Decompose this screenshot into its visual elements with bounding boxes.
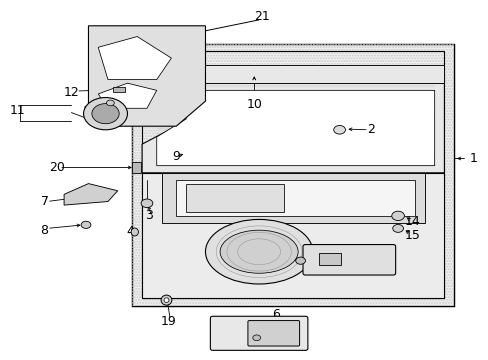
Circle shape bbox=[392, 225, 403, 232]
Text: 17: 17 bbox=[258, 251, 274, 264]
Circle shape bbox=[83, 98, 127, 130]
Circle shape bbox=[141, 199, 153, 208]
Bar bbox=[132, 162, 141, 173]
Polygon shape bbox=[185, 65, 444, 83]
FancyBboxPatch shape bbox=[319, 253, 340, 265]
Text: 2: 2 bbox=[366, 123, 374, 136]
Text: 16: 16 bbox=[375, 261, 390, 274]
Polygon shape bbox=[98, 83, 157, 108]
Circle shape bbox=[92, 104, 119, 124]
Ellipse shape bbox=[205, 220, 312, 284]
Text: 3: 3 bbox=[145, 210, 153, 222]
Polygon shape bbox=[132, 44, 453, 306]
Text: 7: 7 bbox=[41, 195, 48, 208]
Text: 6: 6 bbox=[272, 308, 280, 321]
Text: 19: 19 bbox=[161, 315, 177, 328]
Circle shape bbox=[295, 257, 305, 264]
Text: 14: 14 bbox=[404, 215, 420, 228]
Polygon shape bbox=[185, 184, 283, 212]
Polygon shape bbox=[98, 37, 171, 80]
Text: 9: 9 bbox=[172, 150, 180, 163]
Text: 11: 11 bbox=[10, 104, 25, 117]
Text: 4: 4 bbox=[126, 225, 134, 238]
Text: 5: 5 bbox=[211, 331, 219, 344]
Circle shape bbox=[333, 126, 345, 134]
Polygon shape bbox=[176, 180, 414, 216]
Text: 15: 15 bbox=[404, 229, 420, 242]
Text: 18: 18 bbox=[326, 243, 342, 256]
Text: 12: 12 bbox=[63, 86, 79, 99]
Circle shape bbox=[252, 335, 260, 341]
Ellipse shape bbox=[163, 298, 168, 302]
Text: 20: 20 bbox=[49, 161, 64, 174]
Ellipse shape bbox=[131, 228, 138, 236]
Ellipse shape bbox=[220, 230, 298, 273]
Polygon shape bbox=[64, 184, 118, 205]
Polygon shape bbox=[161, 173, 424, 223]
FancyBboxPatch shape bbox=[210, 316, 307, 350]
Text: 21: 21 bbox=[253, 10, 269, 23]
Text: 10: 10 bbox=[246, 98, 262, 111]
Polygon shape bbox=[157, 90, 434, 166]
Circle shape bbox=[81, 221, 91, 228]
Text: 8: 8 bbox=[41, 224, 48, 237]
Polygon shape bbox=[142, 83, 444, 173]
Text: 13: 13 bbox=[83, 105, 99, 118]
Ellipse shape bbox=[161, 295, 171, 305]
Circle shape bbox=[391, 211, 404, 221]
Polygon shape bbox=[88, 26, 205, 126]
Circle shape bbox=[106, 100, 114, 106]
FancyBboxPatch shape bbox=[303, 244, 395, 275]
Text: 1: 1 bbox=[469, 152, 477, 165]
Bar bbox=[113, 87, 125, 92]
Polygon shape bbox=[142, 173, 444, 298]
FancyBboxPatch shape bbox=[247, 320, 299, 346]
